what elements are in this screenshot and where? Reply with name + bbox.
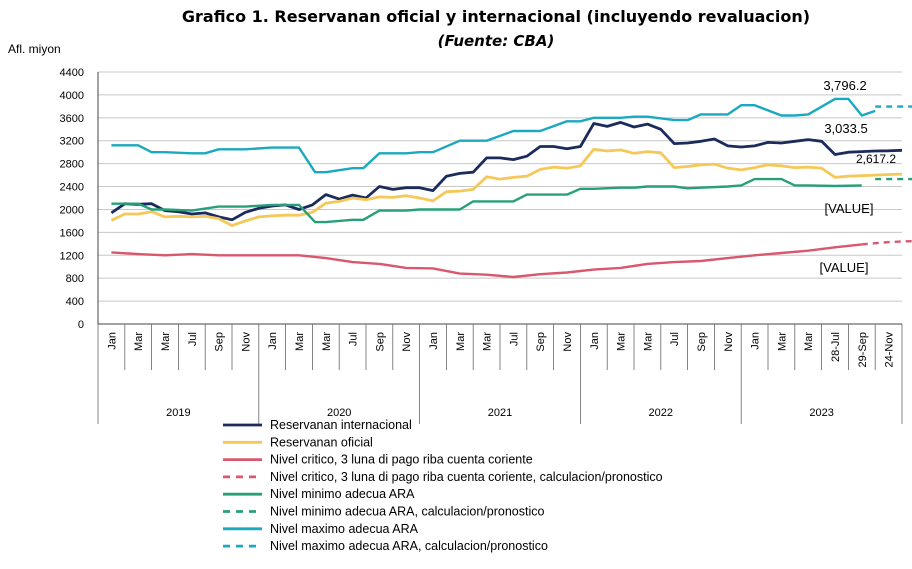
legend-label: Reservanan oficial <box>270 435 373 449</box>
legend-label: Nivel maximo adecua ARA, calculacion/pro… <box>270 539 548 553</box>
x-tick-label: 29-Sep <box>857 332 869 367</box>
annotation-intl: 3,033.5 <box>824 121 867 136</box>
x-tick-label: Mar <box>482 332 494 351</box>
chart-subtitle: (Fuente: CBA) <box>438 32 555 50</box>
series-line-0 <box>110 121 903 222</box>
legend-label: Nivel minimo adecua ARA, calculacion/pro… <box>270 505 544 519</box>
y-axis-label: Afl. miyon <box>8 42 61 56</box>
y-tick-label: 2000 <box>60 204 84 216</box>
x-tick-label: Mar <box>455 332 467 351</box>
legend-label: Nivel critico, 3 luna di pago riba cuent… <box>270 470 663 484</box>
y-tick-label: 4400 <box>60 67 84 79</box>
x-axis: Jan Mar Mar Jul Sep Nov Jan Mar Mar Jul Sep Nov Jan M… <box>97 324 903 424</box>
legend-label: Nivel minimo adecua ARA <box>270 487 415 501</box>
annotations: 3,796.2 3,033.5 2,617.2 [VALUE] [VALUE] <box>820 78 897 275</box>
x-tick-label: Mar <box>133 332 145 351</box>
year-label: 2022 <box>649 407 673 419</box>
x-tick-label: Mar <box>642 332 654 351</box>
annotation-value-ara: [VALUE] <box>825 201 874 216</box>
x-tick-label: Nov <box>562 332 574 352</box>
grid <box>97 71 902 325</box>
x-tick-label: Jul <box>348 332 360 346</box>
legend-label: Nivel critico, 3 luna di pago riba cuent… <box>270 453 533 467</box>
annotation-max: 3,796.2 <box>823 78 866 93</box>
year-label: 2020 <box>327 407 351 419</box>
series-line-3 <box>861 239 912 246</box>
y-tick-label: 1200 <box>60 250 84 262</box>
x-tick-label: Nov <box>240 332 252 352</box>
x-tick-label: Mar <box>294 332 306 351</box>
x-tick-label: Sep <box>535 332 547 352</box>
y-tick-label: 0 <box>78 319 84 331</box>
series-line-2 <box>111 243 862 279</box>
x-tick-label: 28-Jul <box>830 332 842 362</box>
x-tick-label: Sep <box>214 332 226 352</box>
x-tick-label: Mar <box>160 332 172 351</box>
series-line-6 <box>111 97 876 174</box>
series-line-1 <box>110 147 903 227</box>
x-tick-label: Jul <box>669 332 681 346</box>
x-tick-label: Jul <box>508 332 520 346</box>
year-label: 2019 <box>166 407 190 419</box>
series-line-4 <box>111 177 862 224</box>
x-tick-label: Mar <box>616 332 628 351</box>
year-label: 2021 <box>488 407 512 419</box>
x-tick-label: Nov <box>723 332 735 352</box>
y-ticks: 0 400 800 1200 1600 2000 2400 2800 3200 3600 4000 4… <box>60 67 84 331</box>
year-label: 2023 <box>809 407 833 419</box>
legend-label: Nivel maximo adecua ARA <box>270 522 419 536</box>
x-tick-label: Jan <box>106 332 118 350</box>
y-tick-label: 4000 <box>60 90 84 102</box>
annotation-oficial: 2,617.2 <box>856 152 896 166</box>
y-tick-label: 400 <box>66 296 84 308</box>
y-tick-label: 1600 <box>60 227 84 239</box>
x-tick-label: Sep <box>374 332 386 352</box>
annotation-value-critico: [VALUE] <box>820 260 869 275</box>
legend-label: Reservanan internacional <box>270 418 412 432</box>
y-tick-label: 800 <box>66 273 84 285</box>
y-tick-label: 2400 <box>60 182 84 194</box>
legend: Reservanan internacional Reservanan ofici… <box>223 418 663 553</box>
x-tick-label: Sep <box>696 332 708 352</box>
x-tick-label: Jul <box>187 332 199 346</box>
x-tick-label: Mar <box>321 332 333 351</box>
x-tick-label: Jan <box>589 332 601 350</box>
x-tick-label: 24-Nov <box>884 332 896 368</box>
y-tick-label: 3600 <box>60 113 84 125</box>
x-tick-label: Mar <box>803 332 815 351</box>
x-tick-label: Mar <box>776 332 788 351</box>
y-tick-label: 2800 <box>60 159 84 171</box>
x-tick-label: Jan <box>750 332 762 350</box>
x-tick-label: Jan <box>428 332 440 350</box>
x-tick-label: Nov <box>401 332 413 352</box>
chart-title: Grafico 1. Reservanan oficial y internac… <box>182 7 810 26</box>
series-group <box>110 97 912 279</box>
y-tick-label: 3200 <box>60 136 84 148</box>
x-tick-label: Jan <box>267 332 279 350</box>
